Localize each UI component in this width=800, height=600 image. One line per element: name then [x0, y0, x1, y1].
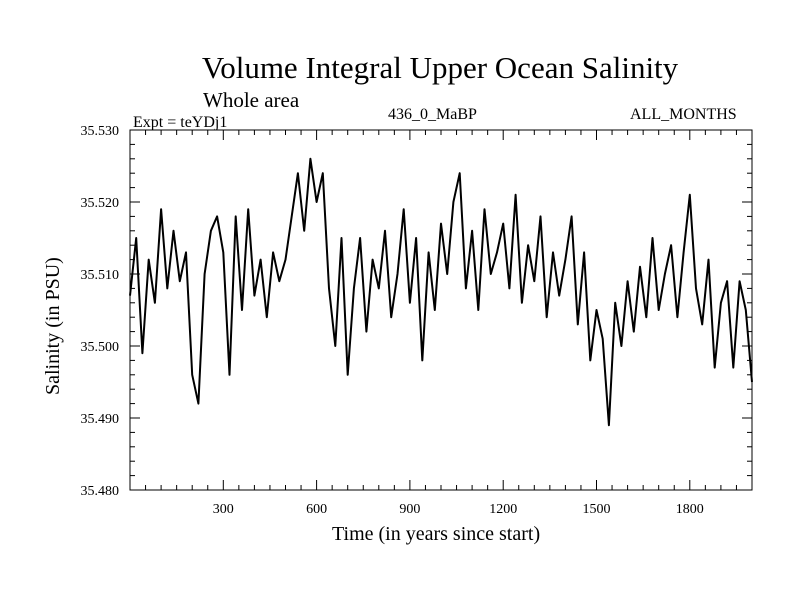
axis-tick-labels: 300 600 900 1200 1500 1800 35.480 35.490 35.500 3… — [81, 124, 704, 517]
months-label: ALL_MONTHS — [630, 106, 737, 123]
x-tick-label: 900 — [399, 502, 420, 517]
series-line — [129, 157, 753, 427]
plot-frame — [129, 129, 753, 491]
series-layer — [129, 157, 753, 427]
chart-subtitle: Whole area — [203, 88, 300, 112]
chart-title: Volume Integral Upper Ocean Salinity — [201, 50, 679, 85]
x-tick-label: 1800 — [676, 502, 704, 517]
x-axis-label: Time (in years since start) — [332, 523, 541, 545]
x-tick-label: 600 — [306, 502, 327, 517]
y-tick-label: 35.500 — [81, 340, 120, 355]
x-tick-label: 300 — [213, 502, 234, 517]
period-label: 436_0_MaBP — [388, 106, 477, 123]
y-tick-label: 35.510 — [81, 268, 120, 283]
y-tick-label: 35.520 — [81, 196, 120, 211]
experiment-label: Expt = teYDj1 — [133, 114, 228, 131]
x-tick-label: 1500 — [583, 502, 611, 517]
y-tick-label: 35.480 — [81, 484, 120, 499]
y-tick-label: 35.530 — [81, 124, 120, 139]
y-tick-label: 35.490 — [81, 412, 120, 427]
x-tick-label: 1200 — [489, 502, 517, 517]
